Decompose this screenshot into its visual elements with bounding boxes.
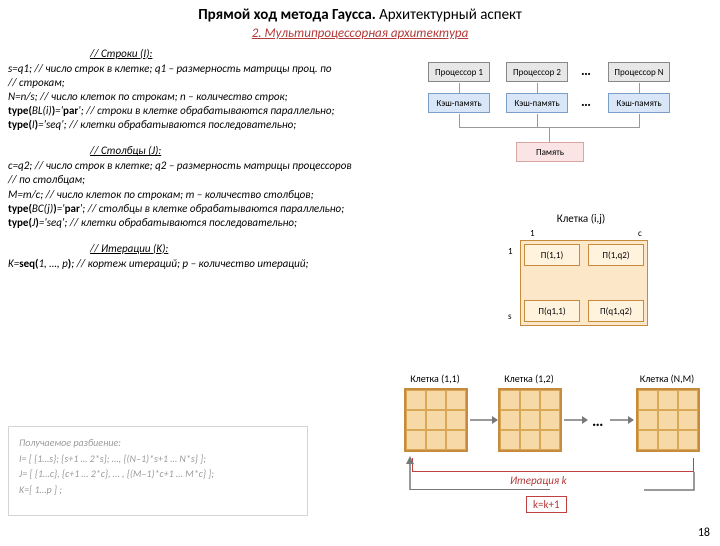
increment-label: k=k+1 (526, 496, 567, 513)
feedback-arrow-icon (644, 472, 704, 512)
processor-box: Процессор N (608, 62, 670, 82)
solution-box: Получаемое разбиение: I= [ {1…s}; {s+1 …… (8, 426, 308, 516)
title-bold: Прямой ход метода Гаусса. (198, 6, 376, 24)
processor-diagram: Процессор 1 Процессор 2 … Процессор N Кэ… (422, 62, 712, 192)
iteration-label: Итерация k (510, 474, 567, 487)
iter-cell (636, 388, 700, 452)
rows-heading: // Строки (I): (90, 47, 720, 60)
cols-body: c=q2; // число строк в клетке; q2 – разм… (8, 159, 403, 229)
connector-line (639, 114, 640, 128)
processor-box: Процессор 1 (428, 62, 490, 82)
ellipsis-icon: … (581, 93, 591, 110)
cache-box: Кэш-память (428, 93, 490, 113)
solution-line: J= [ {1…c}, {c+1 … 2*c}, … , {(M–1)*c+1 … (19, 466, 297, 482)
cell-diagram: Клетка (i,j) 1 c 1 s П(1,1) П(1,q2) П(q1… (496, 216, 666, 346)
title-rest: Архитектурный аспект (376, 6, 522, 24)
axis-label: 1 (530, 228, 535, 239)
iter-cell-label: Клетка (1,2) (494, 372, 564, 385)
cache-box: Кэш-память (506, 93, 568, 113)
iter-body: K=seq(1, …, p); // кортеж итераций; p – … (8, 257, 403, 271)
processor-box: Процессор 2 (506, 62, 568, 82)
solution-line: I= [ {1…s}; {s+1 … 2*s}; …, {(N–1)*s+1 …… (19, 451, 297, 467)
page-number: 18 (698, 526, 710, 540)
connector-line (537, 114, 538, 128)
connector-line (459, 83, 460, 93)
feedback-arrow-icon (398, 456, 418, 496)
connector-line (639, 83, 640, 93)
cache-box: Кэш-память (608, 93, 670, 113)
solution-line: K=[ 1…p ] ; (19, 482, 297, 498)
slide-title: Прямой ход метода Гаусса. Архитектурный … (0, 6, 720, 24)
solution-head: Получаемое разбиение: (19, 435, 297, 451)
cell-inner: П(q1,1) (524, 300, 580, 322)
ellipsis-icon: … (581, 62, 591, 79)
axis-label: s (508, 311, 512, 322)
connector-line (410, 489, 550, 490)
arrow-right-icon (610, 414, 634, 426)
cell-inner: П(1,q2) (588, 244, 644, 266)
arrow-right-icon (564, 414, 588, 426)
iter-cell-label: Клетка (N,M) (632, 372, 702, 385)
arrow-right-icon (470, 414, 498, 426)
cell-title: Клетка (i,j) (496, 212, 666, 225)
slide-subtitle: 2. Мультипроцессорная архитектура (0, 26, 720, 41)
connector-line (549, 128, 550, 142)
connector-line (537, 83, 538, 93)
iteration-diagram: Клетка (1,1) Клетка (1,2) Клетка (N,M) …… (400, 372, 710, 522)
axis-label: c (638, 228, 642, 239)
iter-cell (404, 388, 468, 452)
connector-line (459, 114, 460, 128)
cell-inner: П(q1,q2) (588, 300, 644, 322)
iter-cell (498, 388, 562, 452)
cell-inner: П(1,1) (524, 244, 580, 266)
ellipsis-icon: … (592, 412, 603, 431)
axis-label: 1 (508, 246, 513, 257)
memory-box: Память (516, 142, 584, 162)
iteration-bracket (412, 458, 694, 472)
iter-cell-label: Клетка (1,1) (400, 372, 470, 385)
rows-body: s=q1; // число строк в клетке; q1 – разм… (8, 62, 403, 132)
